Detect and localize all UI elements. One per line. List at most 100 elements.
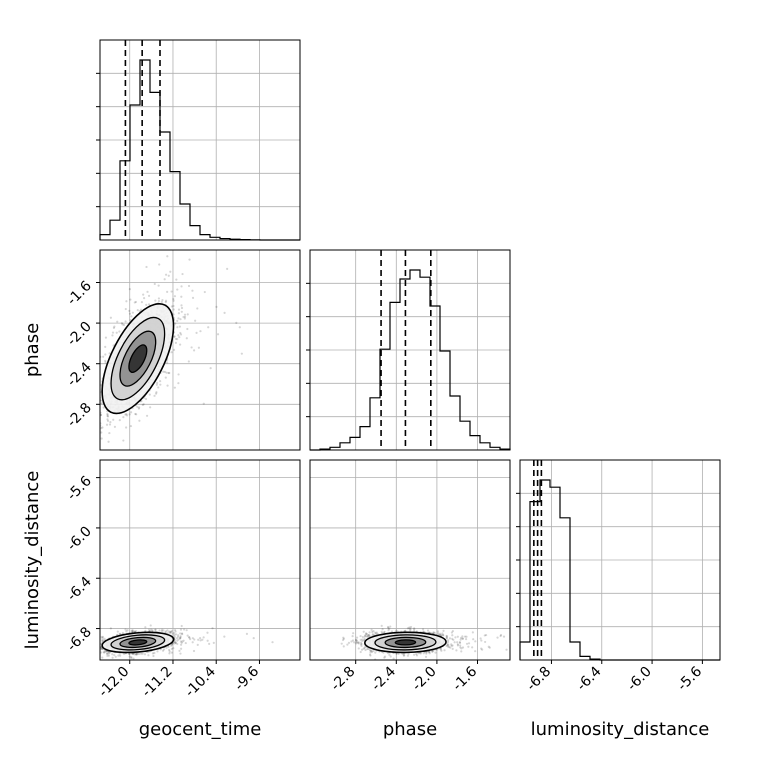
sample-point xyxy=(95,647,97,649)
sample-point xyxy=(442,633,445,637)
sample-point xyxy=(413,653,416,656)
sample-point xyxy=(383,630,386,633)
hist-bar xyxy=(110,220,120,240)
sample-point xyxy=(124,413,127,416)
sample-point xyxy=(374,631,377,634)
sample-point xyxy=(223,311,226,315)
sample-point xyxy=(94,386,96,388)
sample-point xyxy=(165,646,168,649)
sample-point xyxy=(178,226,180,228)
sample-point xyxy=(176,642,179,646)
sample-point xyxy=(383,655,387,658)
sample-point xyxy=(94,395,96,397)
sample-point xyxy=(169,270,172,273)
sample-point xyxy=(92,650,94,652)
sample-point xyxy=(451,644,454,647)
sample-point xyxy=(340,642,343,645)
sample-point xyxy=(128,652,131,656)
scatter-panel-phase-luminosity_distance xyxy=(309,459,523,661)
sample-point xyxy=(173,633,176,636)
sample-point xyxy=(499,633,503,637)
hist-bar xyxy=(450,396,460,450)
sample-point xyxy=(408,627,411,630)
sample-point xyxy=(162,648,166,651)
sample-point xyxy=(132,630,135,633)
sample-point xyxy=(104,345,107,348)
sample-point xyxy=(87,647,89,649)
sample-point xyxy=(173,640,177,643)
sample-point xyxy=(142,403,145,406)
sample-point xyxy=(173,386,176,389)
sample-point xyxy=(149,624,152,627)
sample-point xyxy=(92,646,94,648)
sample-point xyxy=(364,648,367,652)
sample-point xyxy=(465,638,468,641)
sample-point xyxy=(355,636,359,639)
sample-point xyxy=(356,641,359,644)
sample-point xyxy=(147,628,151,631)
sample-point xyxy=(342,636,345,639)
sample-point xyxy=(176,288,179,291)
sample-point xyxy=(381,628,384,631)
sample-point xyxy=(521,632,523,634)
sample-point xyxy=(370,628,373,631)
sample-point xyxy=(459,638,462,641)
sample-point xyxy=(226,246,228,248)
sample-point xyxy=(359,634,362,638)
sample-point xyxy=(496,636,499,639)
hist-panel-luminosity_distance xyxy=(516,459,721,661)
sample-point xyxy=(118,632,121,635)
hist-bar xyxy=(440,351,450,450)
sample-point xyxy=(425,651,428,654)
sample-point xyxy=(155,391,158,394)
sample-point xyxy=(90,646,92,648)
sample-point xyxy=(101,635,105,639)
sample-point xyxy=(141,403,144,407)
sample-point xyxy=(118,652,121,655)
sample-point xyxy=(447,639,450,642)
sample-point xyxy=(125,426,128,429)
sample-point xyxy=(456,635,459,638)
sample-point xyxy=(170,643,174,646)
sample-point xyxy=(481,648,484,651)
sample-point xyxy=(108,352,111,355)
sample-point xyxy=(100,384,103,387)
sample-point xyxy=(197,346,200,349)
sample-point xyxy=(451,647,454,650)
sample-point xyxy=(95,374,97,376)
sample-point xyxy=(162,629,165,632)
sample-point xyxy=(168,650,171,653)
sample-point xyxy=(372,649,375,653)
sample-point xyxy=(133,653,136,656)
sample-point xyxy=(465,642,469,645)
sample-point xyxy=(173,635,176,638)
sample-point xyxy=(153,394,156,397)
sample-point xyxy=(173,335,176,338)
sample-point xyxy=(119,632,122,635)
sample-point xyxy=(479,637,482,640)
sample-point xyxy=(174,322,177,325)
sample-point xyxy=(202,636,205,639)
sample-point xyxy=(369,651,372,654)
sample-point xyxy=(103,651,106,654)
sample-point xyxy=(359,650,362,654)
sample-point xyxy=(166,384,169,387)
sample-point xyxy=(109,627,112,630)
sample-point xyxy=(101,426,104,429)
sample-point xyxy=(515,643,517,645)
sample-point xyxy=(415,653,418,656)
sample-point xyxy=(456,643,459,646)
hist-bar xyxy=(430,306,440,450)
sample-point xyxy=(122,439,125,442)
sample-point xyxy=(516,646,518,648)
hist-panel-geocent_time xyxy=(96,39,301,241)
sample-point xyxy=(136,309,139,312)
sample-point xyxy=(170,647,173,650)
sample-point xyxy=(172,308,175,311)
density-contour xyxy=(128,639,148,646)
sample-point xyxy=(177,334,180,337)
sample-point xyxy=(166,361,169,364)
sample-point xyxy=(92,646,94,648)
sample-point xyxy=(145,303,148,306)
sample-point xyxy=(129,298,132,301)
